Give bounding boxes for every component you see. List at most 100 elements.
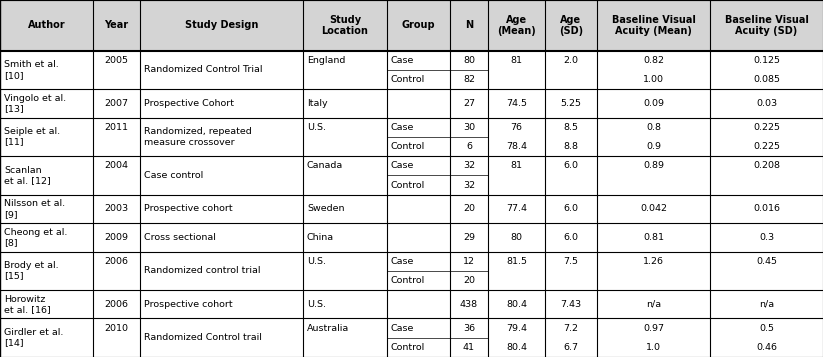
Text: 0.03: 0.03 (756, 99, 777, 108)
Text: 7.2: 7.2 (564, 323, 579, 333)
Text: Prospective cohort: Prospective cohort (144, 300, 233, 309)
Text: Case: Case (391, 323, 414, 333)
Text: 77.4: 77.4 (506, 205, 527, 213)
Text: 2.0: 2.0 (564, 56, 579, 65)
Text: 6.7: 6.7 (564, 343, 579, 352)
Text: 2004: 2004 (105, 161, 128, 170)
Text: 0.82: 0.82 (643, 56, 664, 65)
Bar (0, 252, 823, 290)
Text: Control: Control (391, 276, 425, 285)
Text: Randomized Control Trial: Randomized Control Trial (144, 65, 263, 75)
Bar (0, 0, 823, 51)
Text: 81: 81 (510, 161, 523, 170)
Text: Seiple et al.
[11]: Seiple et al. [11] (4, 127, 60, 147)
Text: Italy: Italy (307, 99, 328, 108)
Text: 0.225: 0.225 (753, 123, 780, 132)
Text: Study Design: Study Design (185, 20, 258, 30)
Text: Control: Control (391, 142, 425, 151)
Text: Cheong et al.
[8]: Cheong et al. [8] (4, 228, 67, 247)
Text: 81.5: 81.5 (506, 257, 527, 266)
Text: Cross sectional: Cross sectional (144, 233, 216, 242)
Text: Case: Case (391, 123, 414, 132)
Bar (0, 51, 823, 89)
Text: 80: 80 (510, 233, 523, 242)
Text: 6.0: 6.0 (564, 161, 579, 170)
Text: n/a: n/a (759, 300, 774, 309)
Text: Randomized Control trail: Randomized Control trail (144, 333, 262, 342)
Text: 0.085: 0.085 (753, 75, 780, 84)
Text: 7.43: 7.43 (560, 300, 582, 309)
Text: U.S.: U.S. (307, 300, 326, 309)
Text: 80.4: 80.4 (506, 300, 527, 309)
Text: Study
Location: Study Location (322, 15, 369, 36)
Bar (0, 195, 823, 223)
Text: Author: Author (28, 20, 65, 30)
Text: Australia: Australia (307, 323, 349, 333)
Text: 1.26: 1.26 (643, 257, 664, 266)
Text: Girdler et al.
[14]: Girdler et al. [14] (4, 328, 63, 347)
Text: 7.5: 7.5 (564, 257, 579, 266)
Text: Canada: Canada (307, 161, 343, 170)
Text: 2009: 2009 (105, 233, 128, 242)
Text: Randomized control trial: Randomized control trial (144, 266, 261, 275)
Text: 41: 41 (463, 343, 475, 352)
Text: 8.8: 8.8 (564, 142, 579, 151)
Text: 32: 32 (463, 181, 475, 190)
Text: 79.4: 79.4 (506, 323, 527, 333)
Text: England: England (307, 56, 346, 65)
Text: 0.9: 0.9 (646, 142, 661, 151)
Text: Sweden: Sweden (307, 205, 345, 213)
Text: 1.0: 1.0 (646, 343, 661, 352)
Text: Baseline Visual
Acuity (SD): Baseline Visual Acuity (SD) (724, 15, 808, 36)
Bar (0, 118, 823, 156)
Text: 0.97: 0.97 (643, 323, 664, 333)
Text: Smith et al.
[10]: Smith et al. [10] (4, 60, 58, 80)
Text: 0.45: 0.45 (756, 257, 777, 266)
Text: Age
(SD): Age (SD) (559, 15, 583, 36)
Text: Group: Group (402, 20, 435, 30)
Text: N: N (465, 20, 473, 30)
Text: 12: 12 (463, 257, 475, 266)
Text: 2011: 2011 (105, 123, 128, 132)
Text: 0.8: 0.8 (646, 123, 661, 132)
Text: 0.208: 0.208 (753, 161, 780, 170)
Text: Control: Control (391, 181, 425, 190)
Text: 81: 81 (510, 56, 523, 65)
Text: 20: 20 (463, 276, 475, 285)
Text: Year: Year (105, 20, 128, 30)
Text: Control: Control (391, 343, 425, 352)
Text: 0.09: 0.09 (643, 99, 664, 108)
Text: 1.00: 1.00 (643, 75, 664, 84)
Text: 2007: 2007 (105, 99, 128, 108)
Text: 80.4: 80.4 (506, 343, 527, 352)
Bar (0, 156, 823, 195)
Text: Horowitz
et al. [16]: Horowitz et al. [16] (4, 295, 51, 314)
Text: U.S.: U.S. (307, 257, 326, 266)
Text: 0.225: 0.225 (753, 142, 780, 151)
Text: 74.5: 74.5 (506, 99, 527, 108)
Text: 2010: 2010 (105, 323, 128, 333)
Text: 438: 438 (460, 300, 478, 309)
Text: 0.5: 0.5 (759, 323, 774, 333)
Text: 36: 36 (463, 323, 475, 333)
Text: 0.042: 0.042 (640, 205, 667, 213)
Text: Case: Case (391, 257, 414, 266)
Text: 2005: 2005 (105, 56, 128, 65)
Text: Case: Case (391, 56, 414, 65)
Text: 6.0: 6.0 (564, 205, 579, 213)
Text: n/a: n/a (646, 300, 661, 309)
Text: 6.0: 6.0 (564, 233, 579, 242)
Text: 0.125: 0.125 (753, 56, 780, 65)
Text: Prospective cohort: Prospective cohort (144, 205, 233, 213)
Text: Baseline Visual
Acuity (Mean): Baseline Visual Acuity (Mean) (611, 15, 695, 36)
Text: China: China (307, 233, 334, 242)
Text: 30: 30 (463, 123, 475, 132)
Text: Case control: Case control (144, 171, 203, 180)
Text: 82: 82 (463, 75, 475, 84)
Text: 78.4: 78.4 (506, 142, 527, 151)
Text: Brody et al.
[15]: Brody et al. [15] (4, 261, 58, 281)
Text: Nilsson et al.
[9]: Nilsson et al. [9] (4, 199, 65, 218)
Text: Scanlan
et al. [12]: Scanlan et al. [12] (4, 166, 51, 185)
Text: 2006: 2006 (105, 300, 128, 309)
Text: Age
(Mean): Age (Mean) (497, 15, 536, 36)
